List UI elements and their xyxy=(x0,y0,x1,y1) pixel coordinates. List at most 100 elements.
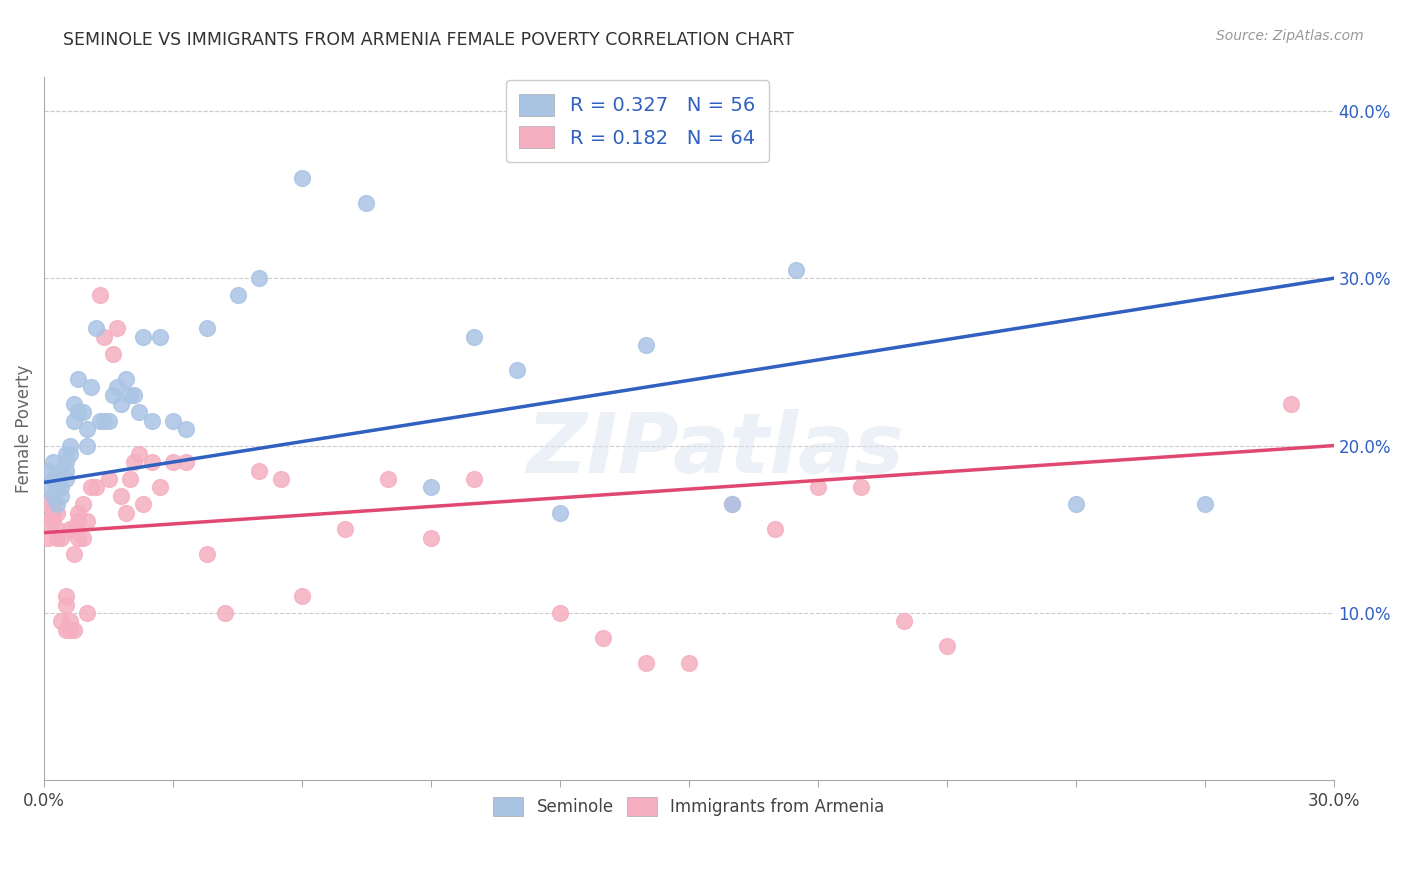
Point xyxy=(37,497,59,511)
Point xyxy=(120,472,142,486)
Point xyxy=(506,363,529,377)
Point xyxy=(420,531,443,545)
Point xyxy=(89,288,111,302)
Point xyxy=(101,346,124,360)
Point xyxy=(55,464,77,478)
Point xyxy=(55,598,77,612)
Point xyxy=(935,640,957,654)
Point xyxy=(124,455,146,469)
Point xyxy=(226,288,249,302)
Point xyxy=(785,263,807,277)
Point xyxy=(63,413,86,427)
Point xyxy=(420,480,443,494)
Point xyxy=(124,388,146,402)
Point xyxy=(463,472,485,486)
Point xyxy=(59,447,82,461)
Point xyxy=(721,497,744,511)
Point xyxy=(197,548,219,562)
Point xyxy=(59,623,82,637)
Point xyxy=(46,472,69,486)
Point xyxy=(46,497,69,511)
Point xyxy=(105,321,128,335)
Point xyxy=(63,397,86,411)
Point xyxy=(291,589,314,603)
Point xyxy=(97,472,120,486)
Point xyxy=(1279,397,1302,411)
Point xyxy=(51,480,73,494)
Point xyxy=(55,623,77,637)
Point xyxy=(634,338,657,352)
Point xyxy=(41,455,63,469)
Point xyxy=(548,506,571,520)
Point xyxy=(463,330,485,344)
Point xyxy=(46,480,69,494)
Point xyxy=(149,480,172,494)
Point xyxy=(1064,497,1087,511)
Point xyxy=(162,455,184,469)
Point xyxy=(72,497,94,511)
Point xyxy=(141,413,163,427)
Point xyxy=(93,413,115,427)
Point xyxy=(37,531,59,545)
Point xyxy=(63,548,86,562)
Point xyxy=(763,522,786,536)
Point xyxy=(63,623,86,637)
Point xyxy=(37,480,59,494)
Point xyxy=(377,472,399,486)
Point xyxy=(128,405,150,419)
Point xyxy=(132,330,155,344)
Point xyxy=(67,514,90,528)
Point xyxy=(51,531,73,545)
Point xyxy=(197,321,219,335)
Point xyxy=(51,489,73,503)
Point xyxy=(55,472,77,486)
Point xyxy=(333,522,356,536)
Point xyxy=(41,514,63,528)
Text: SEMINOLE VS IMMIGRANTS FROM ARMENIA FEMALE POVERTY CORRELATION CHART: SEMINOLE VS IMMIGRANTS FROM ARMENIA FEMA… xyxy=(63,31,794,49)
Point xyxy=(67,372,90,386)
Point xyxy=(110,397,132,411)
Point xyxy=(105,380,128,394)
Point xyxy=(76,606,98,620)
Point xyxy=(46,522,69,536)
Point xyxy=(63,522,86,536)
Point xyxy=(721,497,744,511)
Text: Source: ZipAtlas.com: Source: ZipAtlas.com xyxy=(1216,29,1364,43)
Point xyxy=(634,656,657,670)
Point xyxy=(41,506,63,520)
Point xyxy=(1194,497,1216,511)
Point xyxy=(41,497,63,511)
Point xyxy=(67,405,90,419)
Point xyxy=(55,589,77,603)
Point xyxy=(37,464,59,478)
Point xyxy=(132,497,155,511)
Point xyxy=(76,514,98,528)
Point xyxy=(114,506,136,520)
Point xyxy=(247,464,270,478)
Point xyxy=(141,455,163,469)
Point xyxy=(93,330,115,344)
Point xyxy=(84,321,107,335)
Point xyxy=(76,439,98,453)
Point xyxy=(46,506,69,520)
Y-axis label: Female Poverty: Female Poverty xyxy=(15,365,32,493)
Point xyxy=(214,606,236,620)
Point xyxy=(174,422,197,436)
Legend: Seminole, Immigrants from Armenia: Seminole, Immigrants from Armenia xyxy=(485,789,893,825)
Point xyxy=(84,480,107,494)
Point xyxy=(592,631,614,645)
Point xyxy=(849,480,872,494)
Point xyxy=(101,388,124,402)
Point xyxy=(149,330,172,344)
Point xyxy=(291,170,314,185)
Point xyxy=(893,615,915,629)
Point xyxy=(120,388,142,402)
Point xyxy=(356,196,378,211)
Point xyxy=(678,120,700,135)
Point xyxy=(80,480,103,494)
Point xyxy=(174,455,197,469)
Point xyxy=(41,472,63,486)
Point xyxy=(59,615,82,629)
Point xyxy=(80,380,103,394)
Point xyxy=(72,405,94,419)
